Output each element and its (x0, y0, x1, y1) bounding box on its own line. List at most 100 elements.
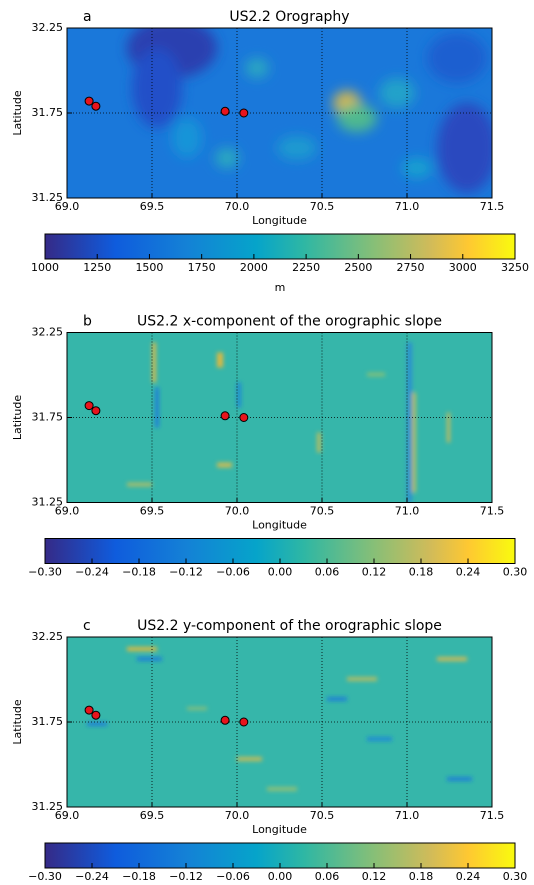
colorbar-tick-label: −0.24 (75, 870, 109, 883)
x-tick-label: 70.5 (310, 505, 335, 518)
field-streak (412, 392, 416, 493)
colorbar-tick-label: 1000 (31, 261, 59, 274)
x-tick-label: 71.0 (395, 200, 420, 213)
marker (239, 108, 249, 118)
marker (84, 96, 94, 106)
colorbar-tick-label: 0.06 (315, 566, 340, 579)
chart-title: US2.2 y-component of the orographic slop… (137, 618, 442, 634)
field-streak (217, 352, 223, 368)
marker (220, 106, 230, 116)
x-tick-label: 69.0 (55, 505, 80, 518)
y-axis-label: Latitude (11, 90, 24, 136)
x-tick-label: 69.5 (140, 505, 165, 518)
field-blob (132, 48, 182, 128)
field-blob (402, 158, 432, 178)
x-axis-label: Longitude (252, 519, 307, 532)
colorbar-tick-label: 0.18 (409, 566, 434, 579)
colorbar-tick-label: 0.00 (268, 870, 293, 883)
field-streak (187, 707, 207, 710)
colorbar-tick-label: −0.18 (122, 870, 156, 883)
colorbar-tick-label: 2250 (292, 261, 320, 274)
plot-frame (66, 636, 493, 808)
x-axis-label: Longitude (252, 823, 307, 836)
y-tick-label: 32.25 (32, 21, 64, 34)
colorbar-label: m (275, 281, 286, 294)
x-tick-label: 70.5 (310, 809, 335, 822)
chart-title: US2.2 Orography (229, 9, 349, 25)
colorbar-tick-label: −0.12 (169, 870, 203, 883)
marker (239, 717, 249, 727)
field-blob (427, 33, 487, 83)
field-streak (267, 787, 297, 791)
field-streak (367, 372, 385, 377)
field-streak (152, 342, 156, 383)
panel: a US2.2 Orography 69.0 69.5 70.0 70.5 71.0 71.5… (11, 9, 529, 294)
x-axis-label: Longitude (252, 214, 307, 227)
field-streak (137, 657, 162, 661)
colorbar-tick-label: 0.06 (315, 870, 340, 883)
x-tick-label: 70.0 (225, 200, 250, 213)
y-axis-label: Latitude (11, 395, 24, 441)
colorbar-tick-label: 3250 (501, 261, 529, 274)
field-streak (217, 462, 232, 468)
field-streak (447, 412, 450, 443)
colorbar-tick-label: 2750 (397, 261, 425, 274)
colorbar-tick-label: 1250 (83, 261, 111, 274)
y-tick-label: 31.75 (32, 106, 64, 119)
field-texture (87, 647, 472, 791)
field-streak (317, 432, 321, 453)
colorbar-tick-label: −0.06 (216, 870, 250, 883)
colorbar (44, 233, 516, 260)
field-streak (407, 342, 412, 503)
colorbar-tick-label: −0.24 (75, 566, 109, 579)
plot-frame (66, 332, 493, 503)
field-blob (172, 118, 202, 158)
y-tick-label: 31.75 (32, 715, 64, 728)
field-texture (127, 28, 492, 193)
field-streak (237, 757, 262, 761)
y-axis-label: Latitude (11, 699, 24, 745)
marker (91, 406, 101, 416)
colorbar-tick-label: 0.12 (362, 566, 387, 579)
field-streak (127, 482, 152, 487)
colorbar-tick-label: −0.06 (216, 566, 250, 579)
x-tick-label: 69.5 (140, 809, 165, 822)
x-tick-label: 71.0 (395, 505, 420, 518)
colorbar-tick-label: −0.30 (28, 566, 62, 579)
panel: c US2.2 y-component of the orographic slo… (11, 618, 527, 883)
colorbar-tick-label: −0.18 (122, 566, 156, 579)
panel-label: c (83, 618, 91, 634)
y-tick-label: 31.25 (32, 800, 64, 813)
field-streak (447, 777, 472, 781)
x-tick-label: 69.0 (55, 809, 80, 822)
x-tick-label: 70.5 (310, 200, 335, 213)
y-tick-label: 32.25 (32, 326, 64, 339)
colorbar-tick-label: 1500 (135, 261, 163, 274)
field-blob (337, 104, 377, 132)
chart-title: US2.2 x-component of the orographic slop… (137, 314, 442, 330)
field-blob (437, 103, 492, 193)
field-streak (127, 647, 157, 651)
marker (84, 705, 94, 715)
x-tick-label: 71.5 (480, 200, 505, 213)
field-streak (347, 677, 377, 681)
colorbar-tick-label: 0.30 (503, 870, 528, 883)
field-streak (155, 387, 159, 428)
x-tick-label: 71.0 (395, 809, 420, 822)
y-tick-label: 31.75 (32, 411, 64, 424)
field-streak (237, 382, 241, 408)
plot-frame (66, 27, 493, 199)
x-tick-label: 71.5 (480, 505, 505, 518)
y-tick-label: 32.25 (32, 630, 64, 643)
colorbar-tick-label: 0.00 (268, 566, 293, 579)
heatmap (67, 28, 492, 198)
field-blob (215, 148, 239, 168)
y-tick-label: 31.25 (32, 496, 64, 509)
field-streak (87, 722, 107, 726)
colorbar-tick-label: 0.12 (362, 870, 387, 883)
colorbar-tick-label: −0.12 (169, 566, 203, 579)
field-texture (127, 342, 450, 503)
colorbar-tick-label: 2000 (240, 261, 268, 274)
colorbar-tick-label: 0.24 (456, 870, 481, 883)
